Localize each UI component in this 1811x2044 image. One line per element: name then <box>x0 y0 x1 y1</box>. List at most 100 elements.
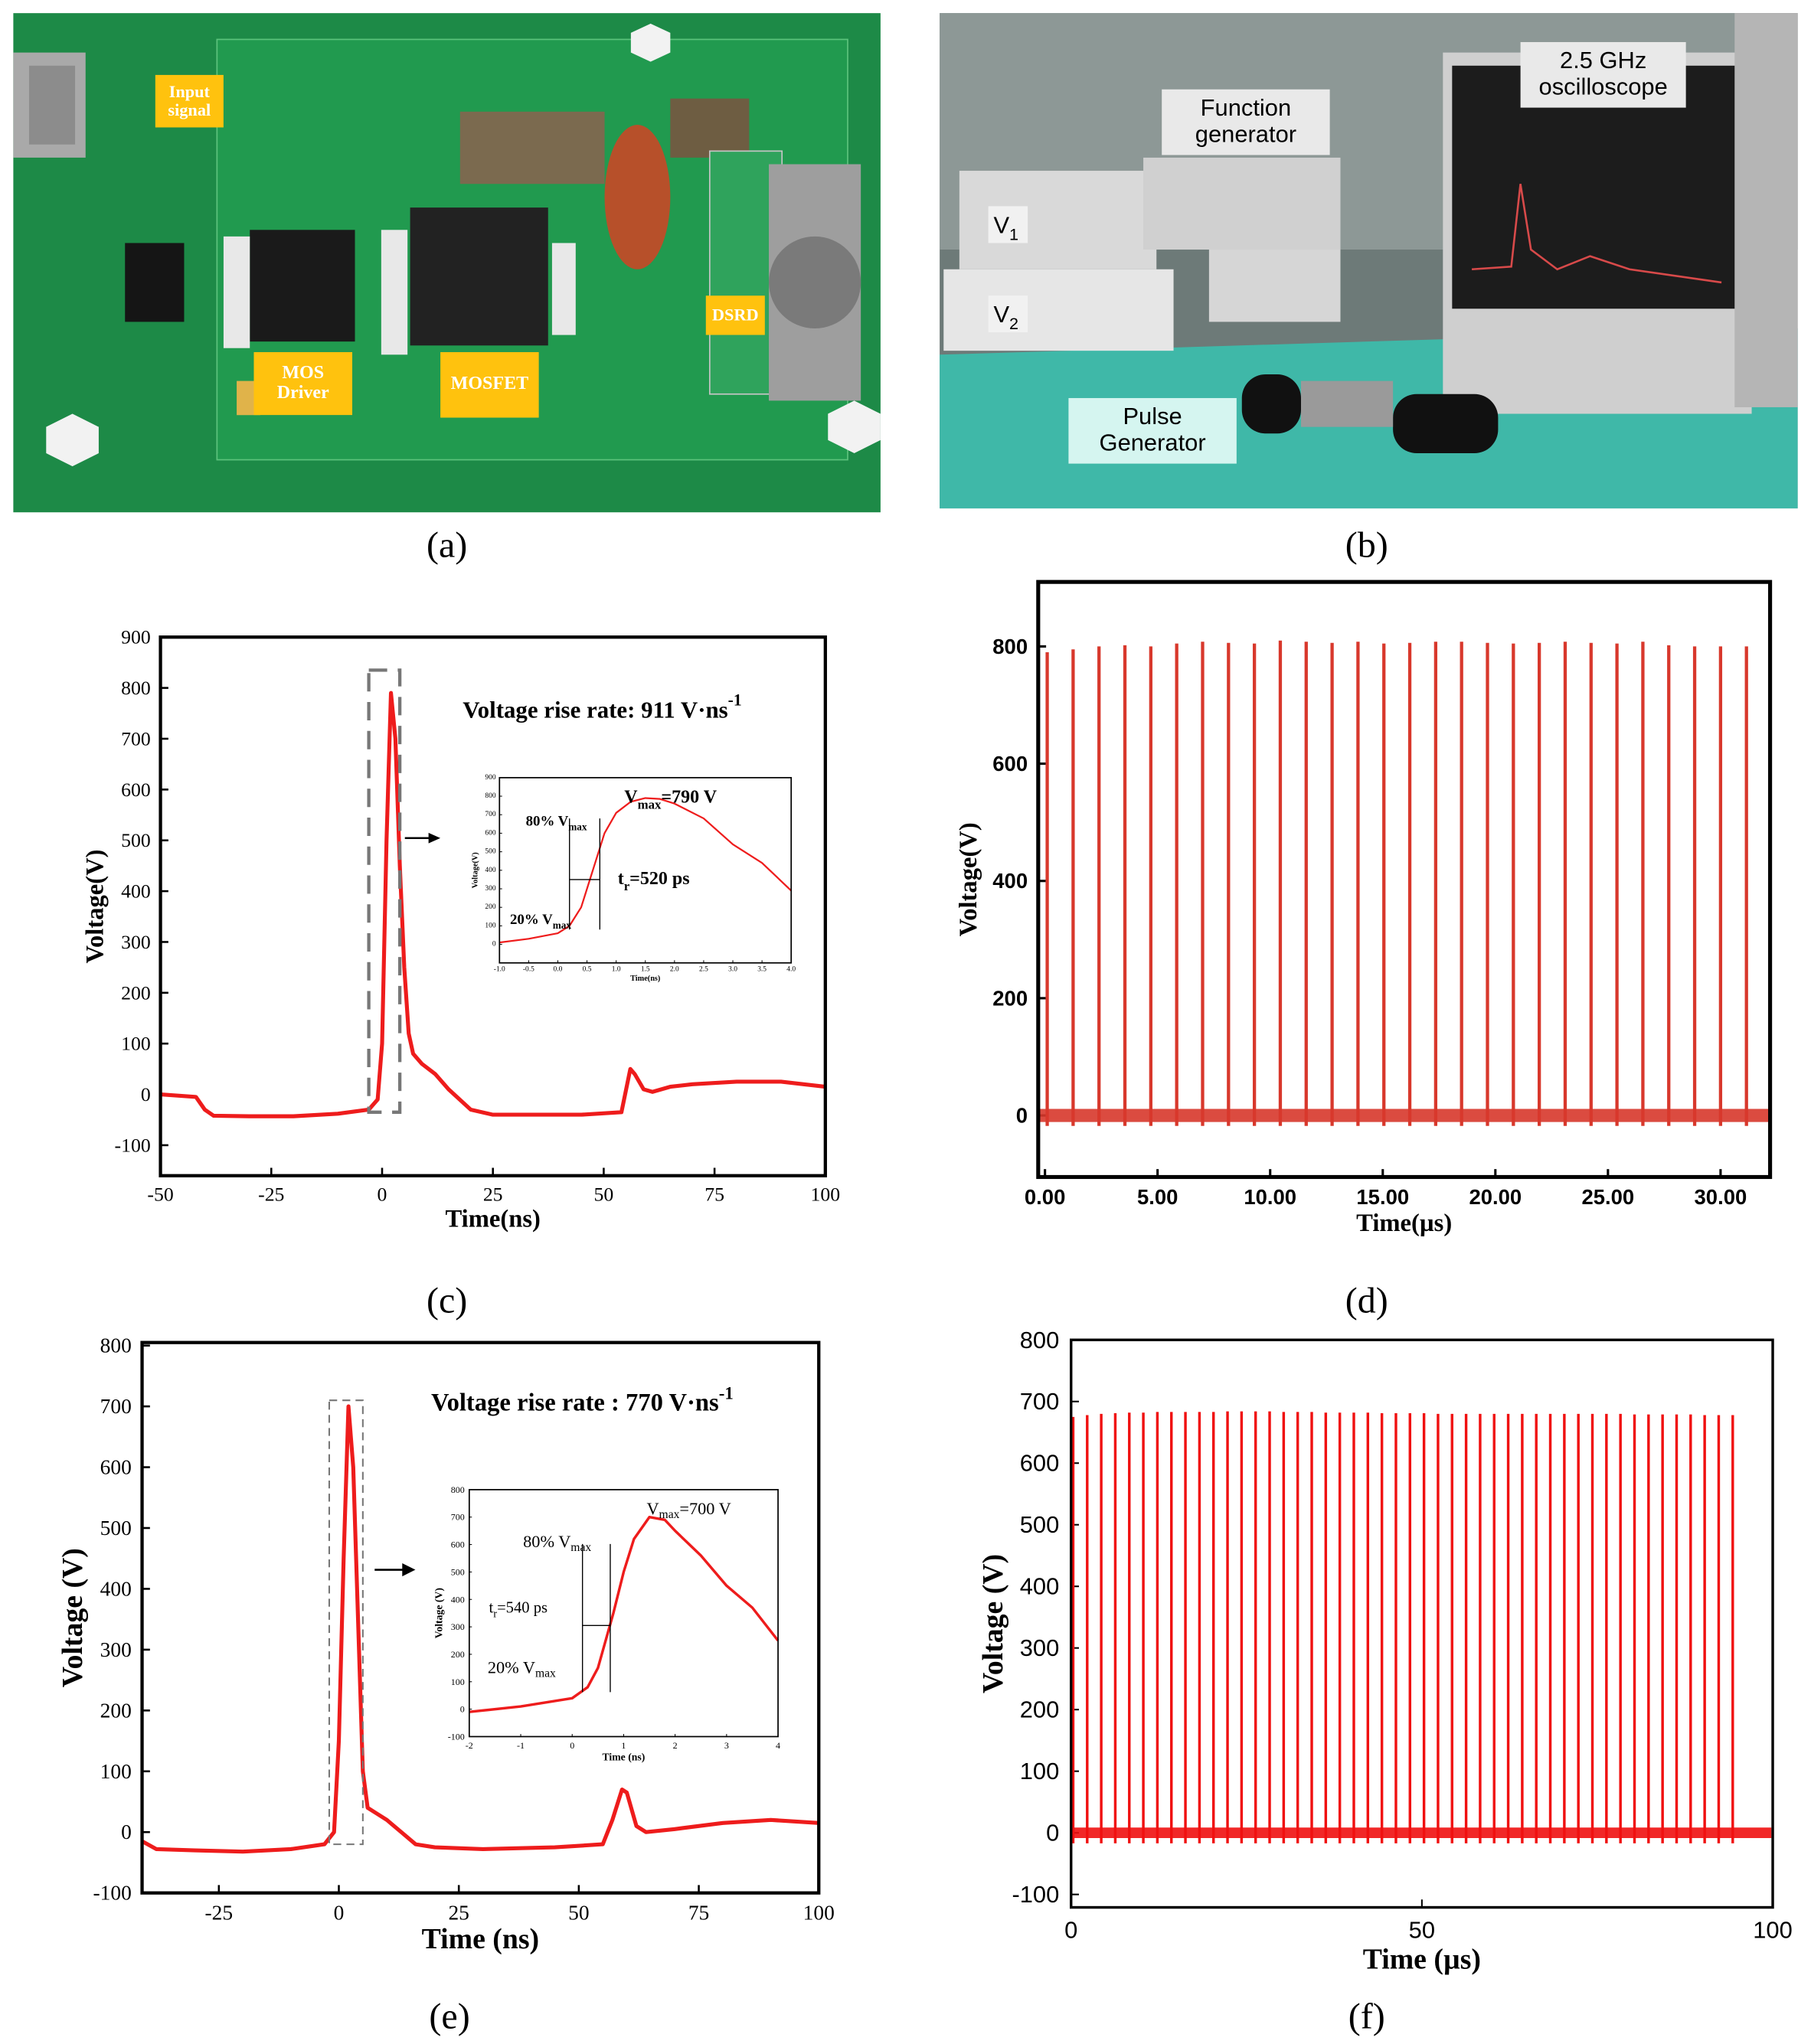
x-tick-label: 2 <box>673 1740 678 1751</box>
v-label: V2 <box>993 301 1018 334</box>
x-tick-label: -25 <box>205 1902 234 1925</box>
text-sub: max <box>570 1541 591 1554</box>
text-part: t <box>618 869 624 889</box>
panel-label: (c) <box>427 1280 467 1321</box>
y-tick-label: 600 <box>100 1456 132 1479</box>
x-axis-label: Time (ns) <box>422 1923 539 1955</box>
x-tick-label: 50 <box>568 1902 589 1925</box>
y-tick-label: 400 <box>992 869 1028 893</box>
x-tick-label: 30.00 <box>1695 1185 1747 1209</box>
text-part: =520 ps <box>629 869 689 889</box>
y-tick-label: 700 <box>485 811 495 818</box>
label-bg <box>988 206 1028 243</box>
arrow-c <box>404 832 441 844</box>
text-part: 80% V <box>523 1531 570 1550</box>
inset-note: tr=520 ps <box>618 869 690 893</box>
inset-note: Vmax=790 V <box>624 788 717 812</box>
photo-label: DSRD <box>705 295 765 335</box>
photo-label: Function generator <box>1162 89 1330 155</box>
x-axis-label: Time(ns) <box>630 975 660 983</box>
x-tick-label: 0 <box>334 1902 345 1925</box>
plot-frame <box>159 635 827 1177</box>
inset-note: tr=540 ps <box>489 1599 548 1620</box>
text-sub: 1 <box>1009 224 1018 243</box>
panel-label: (a) <box>427 525 467 566</box>
x-tick-label: 4 <box>776 1740 780 1751</box>
x-tick-label: 0 <box>570 1740 574 1751</box>
v-label: V1 <box>993 211 1018 244</box>
text-sub: max <box>535 1667 556 1680</box>
inset-bg <box>469 1489 779 1737</box>
y-axis-label: Voltage (V) <box>57 1548 89 1687</box>
annotation: Voltage rise rate : 770 V·ns-1 <box>431 1384 734 1417</box>
y-tick-label: 800 <box>451 1484 465 1495</box>
x-tick-label: 100 <box>1753 1916 1793 1943</box>
text-part: Voltage rise rate : 770 V·ns <box>431 1389 719 1417</box>
y-axis-label: Voltage (V) <box>977 1554 1009 1693</box>
y-tick-label: 0 <box>1016 1104 1028 1128</box>
photo-label-text: Input signal <box>155 74 224 128</box>
photo-label-text: Pulse Generator <box>1068 397 1237 464</box>
y-tick-label: 500 <box>451 1566 465 1577</box>
x-tick-label: 1 <box>621 1740 626 1751</box>
y-tick-label: 300 <box>485 885 495 893</box>
x-tick-label: 75 <box>704 1184 724 1206</box>
photo-label: 2.5 GHz oscilloscope <box>1520 41 1686 108</box>
annotation: Voltage rise rate: 911 V·ns-1 <box>463 691 741 723</box>
x-tick-label: 25.00 <box>1582 1185 1635 1209</box>
y-tick-label: 200 <box>451 1649 465 1660</box>
y-tick-label: 900 <box>121 626 151 648</box>
x-tick-label: 20.00 <box>1469 1185 1522 1209</box>
text-sub: r <box>624 879 630 893</box>
text-part: 20% V <box>488 1657 535 1677</box>
y-tick-label: 500 <box>1020 1511 1060 1538</box>
text-sub: max <box>568 821 587 832</box>
zoom-box <box>328 1399 364 1846</box>
x-tick-label: 2.5 <box>699 966 708 974</box>
y-tick-label: 900 <box>485 774 495 782</box>
y-tick-label: 700 <box>121 727 151 749</box>
y-tick-label: 600 <box>451 1540 465 1550</box>
x-axis-label: Time (µs) <box>1363 1943 1481 1975</box>
inset-note: 20% Vmax <box>488 1657 556 1680</box>
y-tick-label: 200 <box>1020 1696 1060 1723</box>
text-sub: 2 <box>1009 314 1018 333</box>
photo-label-text: Function generator <box>1162 89 1330 155</box>
y-tick-label: 0 <box>1046 1820 1059 1846</box>
photo-a <box>13 13 881 513</box>
photo-label-text: MOSFET <box>440 351 539 418</box>
y-tick-label: 800 <box>100 1334 132 1357</box>
inset-note: 80% Vmax <box>526 813 587 833</box>
y-tick-label: 400 <box>485 867 495 874</box>
x-tick-label: 50 <box>594 1184 614 1206</box>
text-sup: -1 <box>728 691 742 710</box>
y-tick-label: 0 <box>121 1820 132 1843</box>
text-part: V <box>993 301 1009 328</box>
y-tick-label: 800 <box>992 635 1028 658</box>
y-tick-label: 700 <box>100 1395 132 1418</box>
y-axis-label: Voltage(V) <box>955 822 982 936</box>
plot-frame <box>140 1340 821 1895</box>
plot-frame <box>1069 1338 1774 1909</box>
x-tick-label: 2.0 <box>670 966 679 974</box>
y-tick-label: 800 <box>1020 1327 1060 1353</box>
y-tick-label: 800 <box>485 792 495 800</box>
x-tick-label: 3.0 <box>728 966 737 974</box>
x-tick-label: -0.5 <box>523 966 534 974</box>
x-tick-label: -2 <box>466 1740 473 1751</box>
inset-note: 20% Vmax <box>510 912 571 932</box>
photo-label-text: MOS Driver <box>253 351 353 416</box>
y-tick-label: 200 <box>100 1699 132 1722</box>
y-tick-label: -100 <box>93 1882 132 1905</box>
x-tick-label: 5.00 <box>1137 1185 1178 1209</box>
x-tick-label: 4.0 <box>786 966 796 974</box>
x-tick-label: 25 <box>483 1184 503 1206</box>
x-tick-label: 15.00 <box>1356 1185 1409 1209</box>
y-axis-label: Voltage (V) <box>433 1588 446 1638</box>
text-part: =540 ps <box>497 1599 548 1616</box>
arrow-e <box>374 1562 416 1577</box>
x-tick-label: 100 <box>811 1184 841 1206</box>
y-tick-label: 500 <box>121 829 151 851</box>
y-tick-label: 200 <box>992 986 1028 1010</box>
